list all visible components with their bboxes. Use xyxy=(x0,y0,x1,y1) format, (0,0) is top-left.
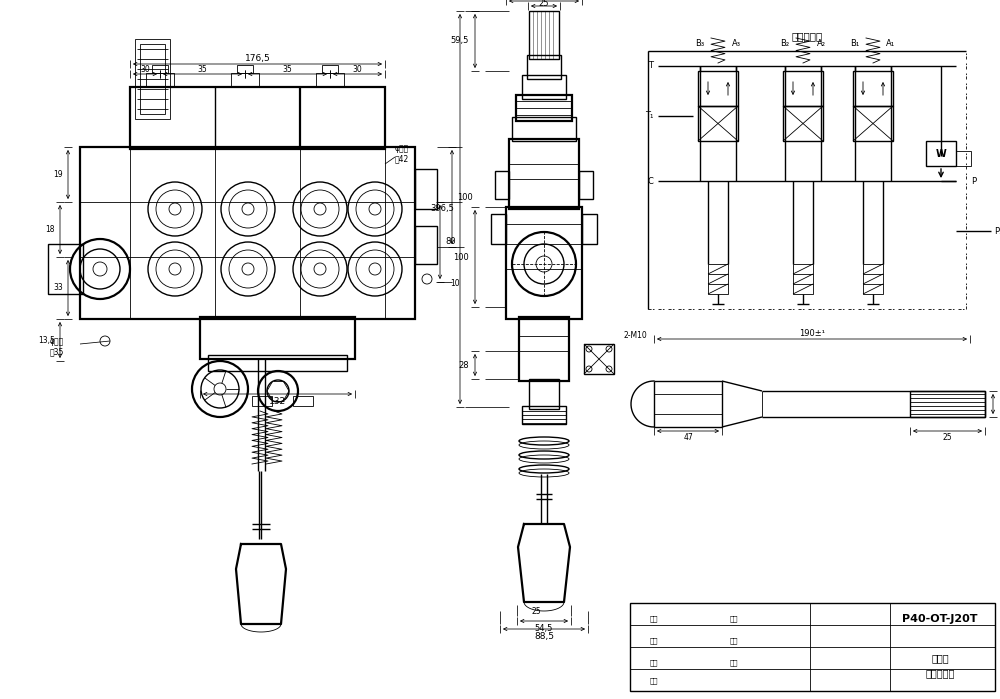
Bar xyxy=(495,171,509,199)
Bar xyxy=(584,344,614,374)
Bar xyxy=(200,317,355,359)
Text: 176,5: 176,5 xyxy=(245,54,270,62)
Bar xyxy=(491,214,506,244)
Text: 2-M10: 2-M10 xyxy=(624,331,648,340)
Text: 10: 10 xyxy=(450,280,460,289)
Text: P: P xyxy=(971,177,976,185)
Bar xyxy=(783,106,823,141)
Bar xyxy=(708,264,728,294)
Bar xyxy=(237,65,253,73)
Text: 30: 30 xyxy=(140,64,150,73)
Text: 35: 35 xyxy=(198,64,207,73)
Text: P40-OT-J20T: P40-OT-J20T xyxy=(902,614,978,624)
Bar xyxy=(529,379,559,409)
Bar xyxy=(529,11,559,59)
Text: T₁: T₁ xyxy=(645,112,653,120)
Text: 25: 25 xyxy=(539,0,549,8)
Text: 液压原理图: 液压原理图 xyxy=(791,31,823,41)
Text: 100: 100 xyxy=(453,252,469,261)
Text: 190±¹: 190±¹ xyxy=(799,329,825,338)
Text: 132: 132 xyxy=(269,398,286,407)
Text: A₂: A₂ xyxy=(816,38,826,48)
Bar xyxy=(519,317,569,381)
Bar xyxy=(415,226,437,264)
Text: 比例: 比例 xyxy=(650,637,658,644)
Bar xyxy=(853,71,893,106)
Bar xyxy=(512,117,576,141)
Bar xyxy=(135,39,170,119)
Text: 25: 25 xyxy=(531,607,541,617)
Text: 80: 80 xyxy=(445,238,456,247)
Bar xyxy=(863,264,883,294)
Text: 19: 19 xyxy=(53,170,63,179)
Bar xyxy=(630,603,995,691)
Text: 100: 100 xyxy=(457,192,473,201)
Bar xyxy=(579,171,593,199)
Text: 396,5: 396,5 xyxy=(430,205,454,213)
Text: B₃: B₃ xyxy=(695,38,705,48)
Text: M10: M10 xyxy=(999,400,1000,408)
Text: 18: 18 xyxy=(46,225,55,234)
Bar xyxy=(793,264,813,294)
Bar xyxy=(516,95,572,121)
Bar xyxy=(698,106,738,141)
Text: 33: 33 xyxy=(53,284,63,292)
Text: 35: 35 xyxy=(283,64,292,73)
Bar xyxy=(316,73,344,87)
Text: φ螺孔
高35: φ螺孔 高35 xyxy=(50,338,64,356)
Text: 材料: 材料 xyxy=(730,616,738,622)
Bar xyxy=(698,71,738,106)
Bar xyxy=(522,406,566,424)
Bar xyxy=(527,55,561,79)
Text: 47: 47 xyxy=(683,433,693,442)
Text: 59,5: 59,5 xyxy=(451,36,469,45)
Bar xyxy=(522,75,566,99)
Text: 外形尺寸图: 外形尺寸图 xyxy=(925,668,955,678)
Bar xyxy=(853,106,893,141)
Text: 13,5: 13,5 xyxy=(38,336,55,345)
Text: B₂: B₂ xyxy=(780,38,790,48)
Bar xyxy=(956,151,971,166)
Bar xyxy=(146,73,174,87)
Text: 88,5: 88,5 xyxy=(534,631,554,640)
Bar xyxy=(322,65,338,73)
Bar xyxy=(140,44,165,114)
Text: 图纸: 图纸 xyxy=(650,660,658,666)
Text: 审核: 审核 xyxy=(730,660,738,666)
Text: 61: 61 xyxy=(539,0,549,1)
Bar xyxy=(130,87,385,149)
Bar xyxy=(509,139,579,209)
Bar xyxy=(506,207,582,319)
Bar xyxy=(252,396,272,406)
Text: B₁: B₁ xyxy=(850,38,860,48)
Text: φ螺孔
高42: φ螺孔 高42 xyxy=(395,144,409,164)
Bar xyxy=(80,147,415,319)
Text: A₃: A₃ xyxy=(732,38,740,48)
Text: T: T xyxy=(648,62,653,71)
Text: 25: 25 xyxy=(943,433,952,442)
Bar xyxy=(208,355,347,371)
Bar xyxy=(415,169,437,209)
Text: 批准: 批准 xyxy=(650,678,658,684)
Bar xyxy=(293,396,313,406)
Text: A₁: A₁ xyxy=(886,38,896,48)
Polygon shape xyxy=(236,544,286,624)
Bar xyxy=(582,214,597,244)
Bar xyxy=(910,391,985,417)
Bar xyxy=(231,73,259,87)
Polygon shape xyxy=(518,524,570,602)
Text: 30: 30 xyxy=(353,64,362,73)
Text: 28: 28 xyxy=(458,361,469,370)
Text: C: C xyxy=(647,177,653,185)
Text: 54,5: 54,5 xyxy=(535,624,553,633)
Bar xyxy=(152,65,168,73)
Bar xyxy=(783,71,823,106)
Text: 图号: 图号 xyxy=(650,616,658,622)
Text: 多路阀: 多路阀 xyxy=(931,653,949,663)
Text: 数量: 数量 xyxy=(730,637,738,644)
Text: P₁: P₁ xyxy=(994,226,1000,236)
Text: W: W xyxy=(936,149,946,159)
Bar xyxy=(48,244,83,294)
Bar xyxy=(926,141,956,166)
